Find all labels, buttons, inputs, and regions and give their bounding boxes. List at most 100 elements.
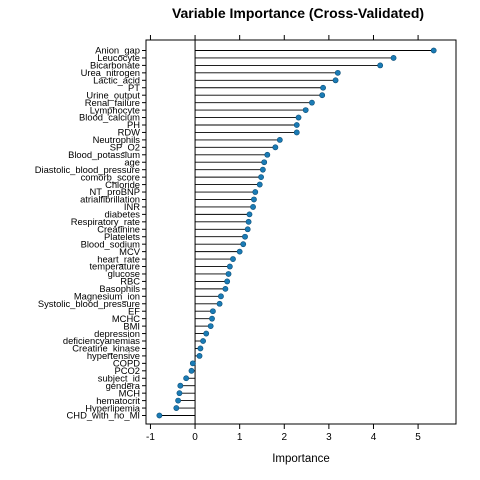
y-category-label: COPD: [113, 358, 140, 369]
plot-area: -1 0 1 2 3 4 5 Anion_gapLeucocyteBicarbonateUre…: [35, 35, 457, 443]
importance-point: [272, 144, 279, 151]
y-category-label: comorb_score: [81, 171, 140, 182]
importance-point: [430, 47, 437, 54]
y-category-label: MCHC: [112, 313, 140, 324]
importance-point: [309, 99, 315, 106]
importance-point: [256, 181, 263, 188]
y-category-label: Blood_calcium: [79, 112, 140, 123]
importance-point: [177, 382, 184, 389]
y-category-label: hematocrit: [96, 395, 140, 406]
importance-point: [332, 77, 339, 84]
y-category-label: BMI: [123, 320, 140, 331]
importance-point: [175, 397, 182, 404]
y-category-label: MCV: [119, 246, 141, 257]
y-category-label: Urine_output: [86, 89, 140, 100]
y-category-label: Respiratory_rate: [71, 216, 140, 227]
importance-point: [197, 345, 204, 352]
y-category-label: RBC: [120, 276, 140, 287]
importance-point: [261, 159, 268, 166]
y-category-label: Basophils: [99, 283, 140, 294]
y-category-label: Anion_gap: [95, 45, 140, 56]
x-tick-label: 0: [192, 432, 198, 443]
importance-point: [226, 263, 233, 270]
importance-point: [334, 69, 341, 76]
y-category-label: diabetes: [105, 209, 141, 220]
y-category-label: subject_id: [98, 372, 140, 383]
x-tick-label: 5: [415, 432, 421, 443]
importance-point: [252, 189, 259, 195]
importance-point: [216, 300, 223, 307]
y-category-label: gendera: [106, 380, 141, 391]
chart-title: Variable Importance (Cross-Validated): [172, 5, 424, 21]
y-category-label: Lymphocyte: [90, 104, 140, 115]
y-category-label: Blood_sodium: [81, 238, 141, 249]
y-category-label: PH: [127, 119, 140, 130]
importance-point: [293, 129, 300, 136]
y-category-label: Bicarbonate: [90, 60, 140, 71]
importance-point: [377, 62, 384, 69]
importance-point: [183, 375, 190, 382]
y-category-label: RDW: [118, 127, 141, 138]
plot-frame: [145, 39, 457, 425]
importance-point: [251, 196, 257, 203]
y-category-label: atrialfibrillation: [80, 194, 140, 205]
y-category-label: PT: [128, 82, 140, 93]
importance-point: [302, 107, 309, 113]
importance-point: [320, 84, 326, 91]
importance-point: [225, 271, 232, 277]
importance-point: [295, 114, 302, 121]
importance-point: [276, 136, 283, 143]
x-axis-label: Importance: [272, 453, 330, 465]
importance-point: [200, 338, 206, 344]
y-category-label: Creatine_kinase: [72, 343, 140, 354]
y-category-label: hypertensive: [87, 350, 140, 361]
y-category-label: heart_rate: [97, 253, 140, 264]
importance-point: [218, 293, 224, 300]
y-category-label: CHD_with_no_MI: [67, 410, 140, 421]
x-tick-label: 2: [281, 432, 287, 443]
importance-point: [189, 360, 196, 367]
y-category-label: temperature: [89, 261, 140, 272]
y-category-label: SP_O2: [110, 142, 140, 153]
x-tick-label: -1: [146, 432, 155, 443]
y-category-label: NT_proBNP: [89, 186, 140, 197]
importance-point: [250, 204, 256, 210]
y-category-label: Magnesium_ion: [74, 291, 140, 302]
y-category-label: glucose: [108, 268, 140, 279]
importance-point: [173, 405, 180, 411]
importance-point: [210, 308, 216, 315]
y-category-label: Renal_failure: [85, 97, 140, 108]
y-category-label: Systolic_blood_pressure: [38, 298, 140, 309]
importance-point: [259, 166, 266, 173]
importance-point: [209, 315, 215, 322]
importance-point: [240, 241, 247, 248]
importance-point: [203, 330, 210, 337]
y-category-label: deficiencyanemias: [63, 335, 140, 346]
y-category-label: age: [124, 156, 140, 167]
y-category-label: Creatinine: [97, 223, 140, 234]
y-category-label: Diastolic_blood_pressure: [35, 164, 140, 175]
y-category-label: MCH: [119, 387, 140, 398]
y-category-label: Chloride: [105, 179, 140, 190]
x-tick-label: 4: [371, 432, 377, 443]
x-tick-label: 1: [237, 432, 243, 443]
importance-point: [244, 226, 251, 233]
importance-point: [156, 412, 163, 419]
y-category-label: Leucocyte: [97, 52, 140, 63]
y-category-label: EF: [128, 305, 140, 316]
x-tick-label: 3: [326, 432, 332, 443]
importance-point: [319, 92, 326, 99]
importance-point: [236, 248, 243, 255]
y-category-label: Neutrophils: [93, 134, 141, 145]
y-category-label: depression: [94, 328, 140, 339]
y-category-label: Lactic_acid: [93, 74, 140, 85]
importance-point: [230, 256, 236, 262]
y-category-label: PCO2: [114, 365, 140, 376]
y-category-label: Urea_nitrogen: [81, 67, 140, 78]
y-category-label: Blood_potassium: [68, 149, 140, 160]
importance-point: [196, 353, 203, 359]
importance-point: [293, 122, 300, 128]
importance-point: [222, 285, 229, 292]
importance-point: [258, 174, 264, 181]
